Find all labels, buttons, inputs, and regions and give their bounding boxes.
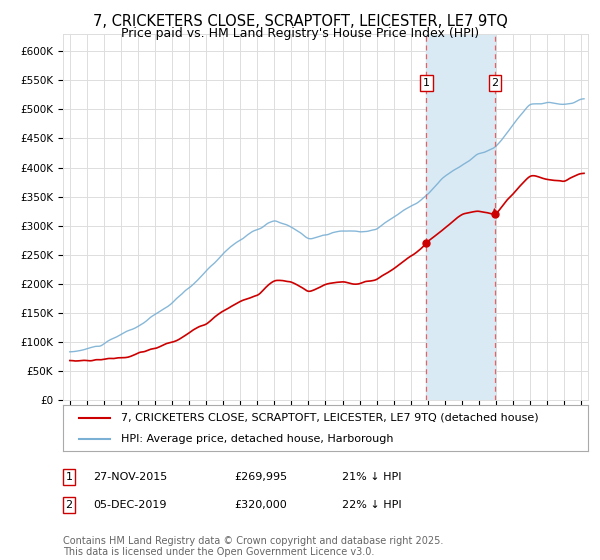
Bar	[427, 34, 495, 400]
Text: 1: 1	[423, 78, 430, 88]
Text: £320,000: £320,000	[234, 500, 287, 510]
Text: 2: 2	[491, 78, 499, 88]
Text: Price paid vs. HM Land Registry's House Price Index (HPI): Price paid vs. HM Land Registry's House …	[121, 27, 479, 40]
Text: 27-NOV-2015: 27-NOV-2015	[93, 472, 167, 482]
Text: 05-DEC-2019: 05-DEC-2019	[93, 500, 167, 510]
Text: 2: 2	[65, 500, 73, 510]
Text: £269,995: £269,995	[234, 472, 287, 482]
Text: 22% ↓ HPI: 22% ↓ HPI	[342, 500, 401, 510]
Text: HPI: Average price, detached house, Harborough: HPI: Average price, detached house, Harb…	[121, 435, 393, 444]
Text: 1: 1	[65, 472, 73, 482]
Text: 7, CRICKETERS CLOSE, SCRAPTOFT, LEICESTER, LE7 9TQ (detached house): 7, CRICKETERS CLOSE, SCRAPTOFT, LEICESTE…	[121, 413, 538, 423]
Text: 7, CRICKETERS CLOSE, SCRAPTOFT, LEICESTER, LE7 9TQ: 7, CRICKETERS CLOSE, SCRAPTOFT, LEICESTE…	[92, 14, 508, 29]
Text: Contains HM Land Registry data © Crown copyright and database right 2025.
This d: Contains HM Land Registry data © Crown c…	[63, 535, 443, 557]
Text: 21% ↓ HPI: 21% ↓ HPI	[342, 472, 401, 482]
